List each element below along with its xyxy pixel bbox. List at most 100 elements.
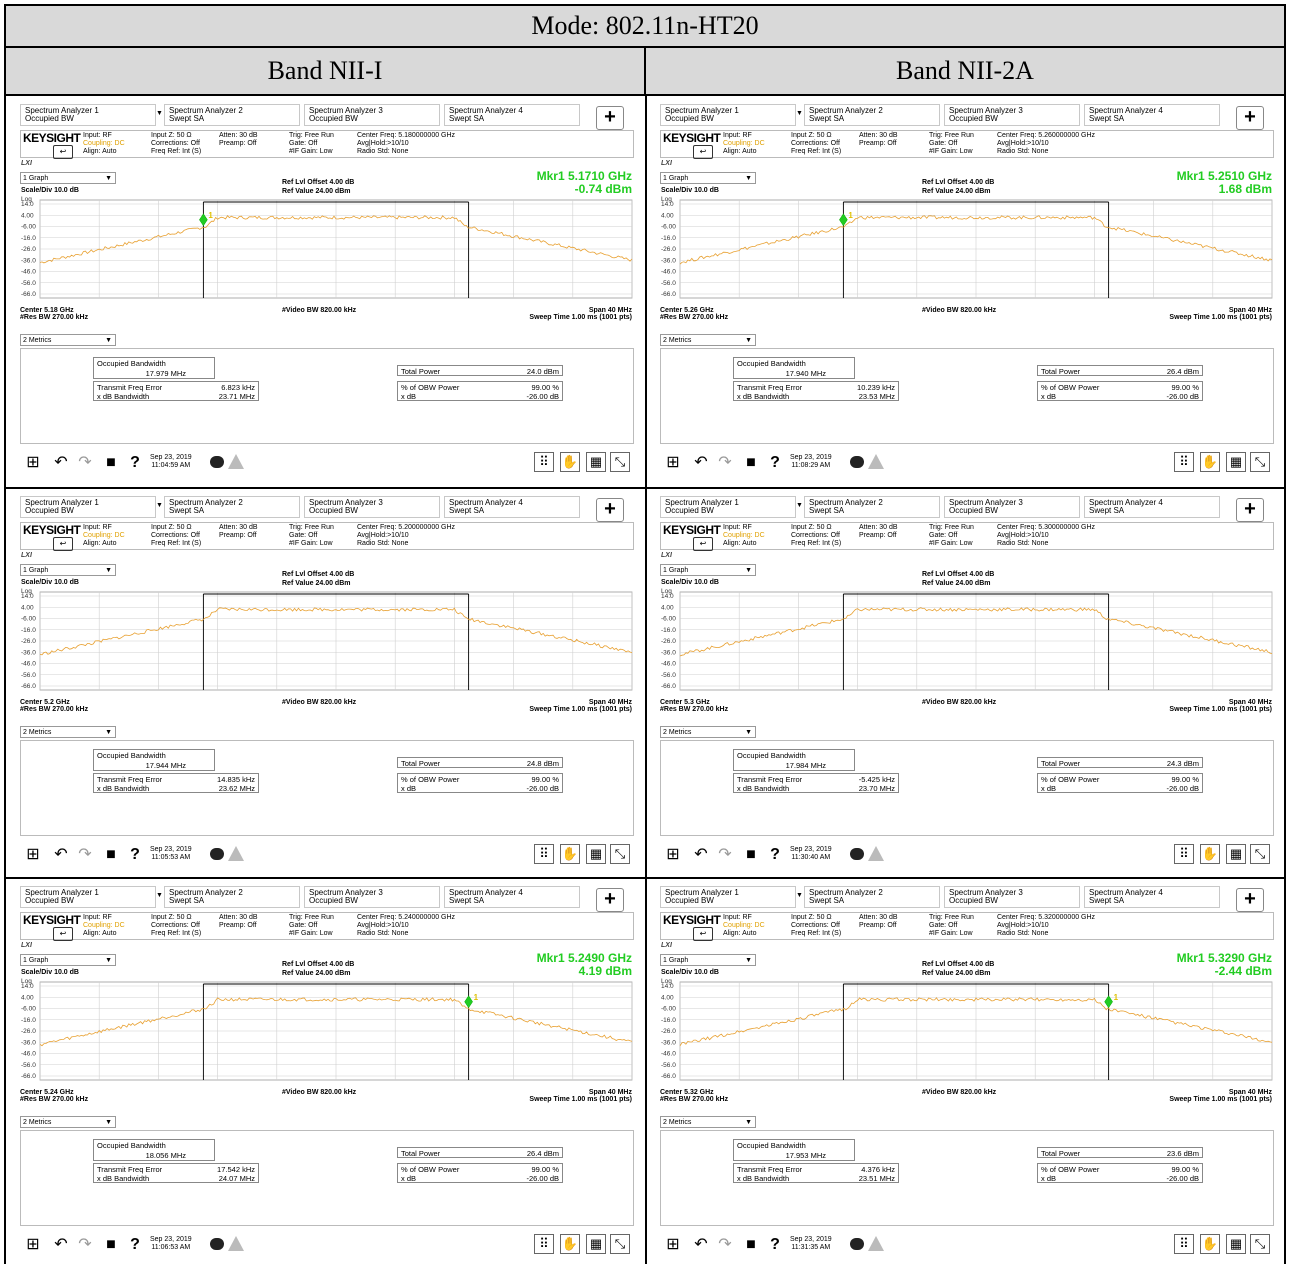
tab-spectrum-analyzer-2[interactable]: Spectrum Analyzer 2 Swept SA <box>164 496 300 518</box>
tab-spectrum-analyzer-1[interactable]: Spectrum Analyzer 1 Occupied BW <box>20 104 156 126</box>
redo-icon[interactable]: ↷ <box>78 1236 92 1253</box>
redo-icon[interactable]: ↷ <box>718 846 732 863</box>
touch-icon[interactable]: ✋ <box>560 1234 580 1254</box>
settings-bar[interactable]: KEYSIGHT ↩ Input: RF Coupling: DC Align: A… <box>660 130 1274 159</box>
input-settings[interactable]: Input: RF Coupling: DC Align: Auto <box>83 132 125 155</box>
tab-dropdown-icon[interactable]: ▼ <box>156 892 163 899</box>
help-icon[interactable]: ? <box>130 1236 140 1253</box>
tab-spectrum-analyzer-1[interactable]: Spectrum Analyzer 1 Occupied BW <box>660 496 796 518</box>
redo-icon[interactable]: ↷ <box>718 1236 732 1253</box>
graph-selector[interactable]: 1 Graph ▼ <box>660 172 756 184</box>
windows-icon[interactable]: ⊞ <box>666 846 680 863</box>
atten-settings[interactable]: Atten: 30 dB Preamp: Off <box>859 132 898 147</box>
metrics-selector[interactable]: 2 Metrics ▼ <box>660 726 756 738</box>
tab-spectrum-analyzer-3[interactable]: Spectrum Analyzer 3 Occupied BW <box>944 104 1080 126</box>
layout-icon[interactable]: ▦ <box>1226 452 1246 472</box>
metrics-selector[interactable]: 2 Metrics ▼ <box>660 1116 756 1128</box>
keypad-icon[interactable]: ⠿ <box>1174 844 1194 864</box>
input-z-settings[interactable]: Input Z: 50 Ω Corrections: Off Freq Ref: I… <box>151 132 202 155</box>
touch-icon[interactable]: ✋ <box>560 452 580 472</box>
metrics-selector[interactable]: 2 Metrics ▼ <box>20 726 116 738</box>
trigger-settings[interactable]: Trig: Free Run Gate: Off #IF Gain: Low <box>289 914 334 937</box>
tab-spectrum-analyzer-2[interactable]: Spectrum Analyzer 2 Swept SA <box>804 496 940 518</box>
redo-icon[interactable]: ↷ <box>78 846 92 863</box>
return-icon[interactable]: ↩ <box>53 927 73 941</box>
tab-spectrum-analyzer-4[interactable]: Spectrum Analyzer 4 Swept SA <box>1084 104 1220 126</box>
file-icon[interactable]: ■ <box>106 454 116 471</box>
metrics-selector[interactable]: 2 Metrics ▼ <box>20 334 116 346</box>
file-icon[interactable]: ■ <box>746 454 756 471</box>
tab-spectrum-analyzer-3[interactable]: Spectrum Analyzer 3 Occupied BW <box>944 886 1080 908</box>
layout-icon[interactable]: ▦ <box>586 1234 606 1254</box>
input-settings[interactable]: Input: RF Coupling: DC Align: Auto <box>723 914 765 937</box>
undo-icon[interactable]: ↶ <box>54 1236 68 1253</box>
message-icon[interactable] <box>850 848 864 860</box>
tab-spectrum-analyzer-2[interactable]: Spectrum Analyzer 2 Swept SA <box>804 886 940 908</box>
tab-spectrum-analyzer-4[interactable]: Spectrum Analyzer 4 Swept SA <box>444 496 580 518</box>
file-icon[interactable]: ■ <box>746 1236 756 1253</box>
input-settings[interactable]: Input: RF Coupling: DC Align: Auto <box>83 914 125 937</box>
return-icon[interactable]: ↩ <box>53 537 73 551</box>
undo-icon[interactable]: ↶ <box>694 454 708 471</box>
keypad-icon[interactable]: ⠿ <box>534 844 554 864</box>
input-z-settings[interactable]: Input Z: 50 Ω Corrections: Off Freq Ref: I… <box>151 524 202 547</box>
tab-dropdown-icon[interactable]: ▼ <box>796 502 803 509</box>
keypad-icon[interactable]: ⠿ <box>1174 1234 1194 1254</box>
message-icon[interactable] <box>210 1238 224 1250</box>
atten-settings[interactable]: Atten: 30 dB Preamp: Off <box>859 914 898 929</box>
touch-icon[interactable]: ✋ <box>560 844 580 864</box>
help-icon[interactable]: ? <box>770 454 780 471</box>
tab-spectrum-analyzer-4[interactable]: Spectrum Analyzer 4 Swept SA <box>444 104 580 126</box>
return-icon[interactable]: ↩ <box>693 537 713 551</box>
return-icon[interactable]: ↩ <box>693 927 713 941</box>
tab-spectrum-analyzer-1[interactable]: Spectrum Analyzer 1 Occupied BW <box>660 886 796 908</box>
touch-icon[interactable]: ✋ <box>1200 1234 1220 1254</box>
graph-selector[interactable]: 1 Graph ▼ <box>20 172 116 184</box>
tab-dropdown-icon[interactable]: ▼ <box>796 892 803 899</box>
fullscreen-icon[interactable]: ⤡ <box>610 1234 630 1254</box>
spectrum-plot[interactable]: 14.0 4.00 -6.00 -16.0 -26.0 -36.0 -46.0 -56.0 -6… <box>20 194 634 302</box>
tab-spectrum-analyzer-1[interactable]: Spectrum Analyzer 1 Occupied BW <box>20 496 156 518</box>
input-z-settings[interactable]: Input Z: 50 Ω Corrections: Off Freq Ref: I… <box>791 132 842 155</box>
redo-icon[interactable]: ↷ <box>718 454 732 471</box>
settings-bar[interactable]: KEYSIGHT ↩ Input: RF Coupling: DC Align: A… <box>20 522 634 551</box>
trigger-settings[interactable]: Trig: Free Run Gate: Off #IF Gain: Low <box>289 524 334 547</box>
message-icon[interactable] <box>210 456 224 468</box>
atten-settings[interactable]: Atten: 30 dB Preamp: Off <box>219 132 258 147</box>
help-icon[interactable]: ? <box>130 454 140 471</box>
return-icon[interactable]: ↩ <box>693 145 713 159</box>
freq-settings[interactable]: Center Freq: 5.200000000 GHz Avg|Hold:>10… <box>357 524 456 547</box>
redo-icon[interactable]: ↷ <box>78 454 92 471</box>
touch-icon[interactable]: ✋ <box>1200 452 1220 472</box>
undo-icon[interactable]: ↶ <box>54 454 68 471</box>
freq-settings[interactable]: Center Freq: 5.260000000 GHz Avg|Hold:>10… <box>997 132 1096 155</box>
windows-icon[interactable]: ⊞ <box>666 454 680 471</box>
trigger-settings[interactable]: Trig: Free Run Gate: Off #IF Gain: Low <box>929 132 974 155</box>
file-icon[interactable]: ■ <box>106 1236 116 1253</box>
atten-settings[interactable]: Atten: 30 dB Preamp: Off <box>219 914 258 929</box>
keypad-icon[interactable]: ⠿ <box>1174 452 1194 472</box>
spectrum-plot[interactable]: 14.0 4.00 -6.00 -16.0 -26.0 -36.0 -46.0 -56.0 -6… <box>660 976 1274 1084</box>
input-z-settings[interactable]: Input Z: 50 Ω Corrections: Off Freq Ref: I… <box>151 914 202 937</box>
tab-spectrum-analyzer-2[interactable]: Spectrum Analyzer 2 Swept SA <box>164 104 300 126</box>
tab-spectrum-analyzer-3[interactable]: Spectrum Analyzer 3 Occupied BW <box>304 496 440 518</box>
freq-settings[interactable]: Center Freq: 5.180000000 GHz Avg|Hold:>10… <box>357 132 456 155</box>
spectrum-plot[interactable]: 14.0 4.00 -6.00 -16.0 -26.0 -36.0 -46.0 -56.0 -6… <box>20 586 634 694</box>
settings-bar[interactable]: KEYSIGHT ↩ Input: RF Coupling: DC Align: A… <box>660 522 1274 551</box>
undo-icon[interactable]: ↶ <box>694 1236 708 1253</box>
windows-icon[interactable]: ⊞ <box>26 846 40 863</box>
add-screen-button[interactable]: + <box>596 106 624 130</box>
layout-icon[interactable]: ▦ <box>1226 844 1246 864</box>
trigger-settings[interactable]: Trig: Free Run Gate: Off #IF Gain: Low <box>929 914 974 937</box>
touch-icon[interactable]: ✋ <box>1200 844 1220 864</box>
undo-icon[interactable]: ↶ <box>694 846 708 863</box>
input-settings[interactable]: Input: RF Coupling: DC Align: Auto <box>723 132 765 155</box>
tab-spectrum-analyzer-1[interactable]: Spectrum Analyzer 1 Occupied BW <box>660 104 796 126</box>
graph-selector[interactable]: 1 Graph ▼ <box>20 954 116 966</box>
spectrum-plot[interactable]: 14.0 4.00 -6.00 -16.0 -26.0 -36.0 -46.0 -56.0 -6… <box>660 194 1274 302</box>
tab-dropdown-icon[interactable]: ▼ <box>796 110 803 117</box>
undo-icon[interactable]: ↶ <box>54 846 68 863</box>
message-icon[interactable] <box>210 848 224 860</box>
fullscreen-icon[interactable]: ⤡ <box>1250 452 1270 472</box>
input-z-settings[interactable]: Input Z: 50 Ω Corrections: Off Freq Ref: I… <box>791 914 842 937</box>
